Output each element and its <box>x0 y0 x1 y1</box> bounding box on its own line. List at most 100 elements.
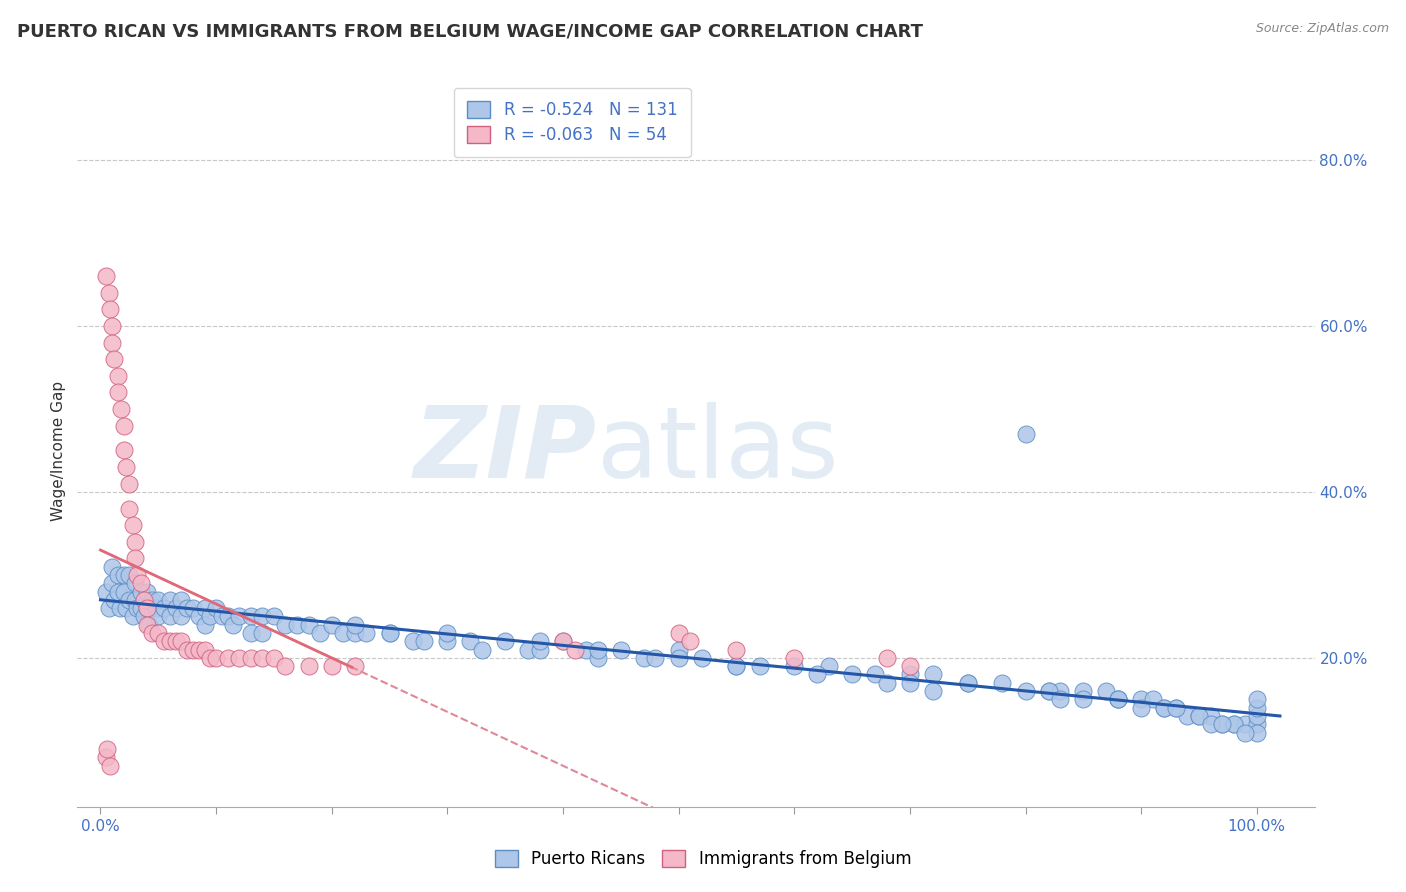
Text: ZIP: ZIP <box>413 402 598 499</box>
Point <box>103 352 125 367</box>
Point <box>413 634 436 648</box>
Point <box>898 667 921 681</box>
Point <box>1107 692 1129 706</box>
Point <box>297 617 319 632</box>
Point <box>127 568 149 582</box>
Point <box>1164 700 1187 714</box>
Point <box>1199 709 1222 723</box>
Point <box>1188 709 1211 723</box>
Point <box>96 269 118 284</box>
Point <box>285 617 308 632</box>
Point <box>956 675 979 690</box>
Point <box>112 584 135 599</box>
Point <box>343 617 366 632</box>
Point <box>135 617 157 632</box>
Point <box>898 675 921 690</box>
Point <box>176 642 198 657</box>
Point <box>321 617 343 632</box>
Point <box>205 601 228 615</box>
Point <box>101 335 124 350</box>
Point <box>1095 684 1118 698</box>
Point <box>529 642 551 657</box>
Point <box>806 667 828 681</box>
Point <box>252 626 274 640</box>
Text: Source: ZipAtlas.com: Source: ZipAtlas.com <box>1256 22 1389 36</box>
Point <box>436 634 458 648</box>
Point <box>1130 700 1153 714</box>
Point <box>239 609 262 624</box>
Point <box>112 443 135 458</box>
Point <box>517 642 540 657</box>
Point <box>1014 684 1036 698</box>
Point <box>129 576 152 591</box>
Legend: Puerto Ricans, Immigrants from Belgium: Puerto Ricans, Immigrants from Belgium <box>488 843 918 875</box>
Point <box>1211 717 1233 731</box>
Point <box>668 626 690 640</box>
Point <box>564 642 586 657</box>
Point <box>118 476 141 491</box>
Legend: R = -0.524   N = 131, R = -0.063   N = 54: R = -0.524 N = 131, R = -0.063 N = 54 <box>454 87 690 157</box>
Point <box>471 642 494 657</box>
Text: PUERTO RICAN VS IMMIGRANTS FROM BELGIUM WAGE/INCOME GAP CORRELATION CHART: PUERTO RICAN VS IMMIGRANTS FROM BELGIUM … <box>17 22 922 40</box>
Point <box>644 651 666 665</box>
Point <box>252 609 274 624</box>
Point <box>170 592 193 607</box>
Point <box>193 617 215 632</box>
Point <box>200 609 222 624</box>
Point <box>187 642 209 657</box>
Point <box>1211 717 1233 731</box>
Point <box>103 592 125 607</box>
Point <box>725 659 748 673</box>
Point <box>1049 684 1071 698</box>
Point <box>1246 692 1268 706</box>
Point <box>187 609 209 624</box>
Point <box>159 592 181 607</box>
Point <box>332 626 354 640</box>
Point <box>121 518 143 533</box>
Point <box>124 576 146 591</box>
Point <box>134 592 156 607</box>
Point <box>107 385 129 400</box>
Point <box>165 601 187 615</box>
Point <box>991 675 1014 690</box>
Point <box>668 651 690 665</box>
Text: atlas: atlas <box>598 402 838 499</box>
Point <box>378 626 401 640</box>
Point <box>115 460 138 475</box>
Point <box>876 675 898 690</box>
Point <box>181 601 204 615</box>
Point <box>1073 692 1095 706</box>
Point <box>668 642 690 657</box>
Point <box>321 659 343 673</box>
Point <box>121 609 143 624</box>
Point <box>633 651 655 665</box>
Point <box>1222 717 1244 731</box>
Point <box>551 634 574 648</box>
Point <box>222 617 245 632</box>
Point <box>135 601 157 615</box>
Point <box>1188 709 1211 723</box>
Point <box>153 634 176 648</box>
Point <box>205 651 228 665</box>
Point <box>228 609 250 624</box>
Point <box>783 651 806 665</box>
Point <box>96 584 118 599</box>
Point <box>96 750 118 764</box>
Point <box>586 651 609 665</box>
Point <box>97 285 120 300</box>
Point <box>922 667 945 681</box>
Point <box>529 634 551 648</box>
Point <box>1153 700 1175 714</box>
Point <box>200 651 222 665</box>
Point <box>863 667 886 681</box>
Point <box>1049 692 1071 706</box>
Point <box>1073 684 1095 698</box>
Point <box>378 626 401 640</box>
Point <box>898 659 921 673</box>
Point <box>129 584 152 599</box>
Point <box>98 302 121 317</box>
Point <box>783 659 806 673</box>
Point <box>193 642 215 657</box>
Point <box>141 592 163 607</box>
Point <box>148 626 170 640</box>
